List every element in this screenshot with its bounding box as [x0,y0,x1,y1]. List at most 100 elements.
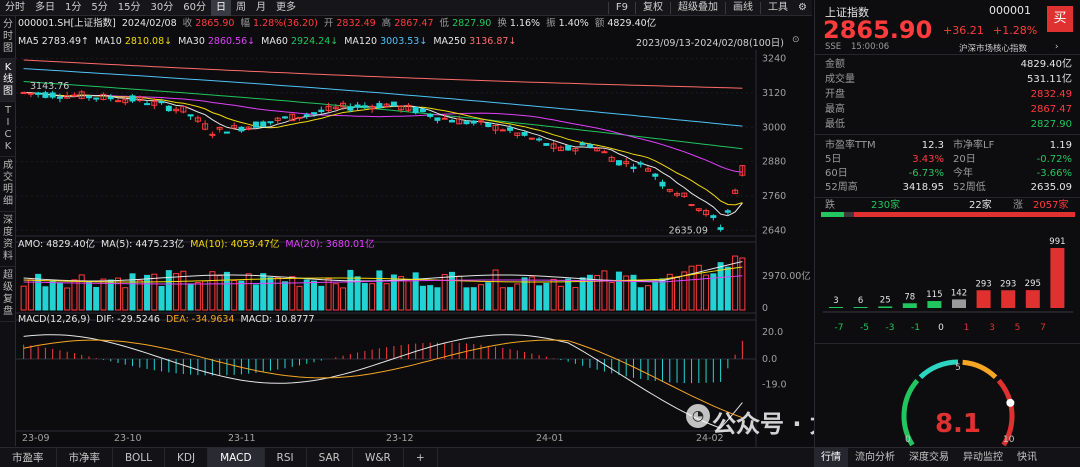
indicator-tab-3[interactable]: KDJ [165,447,209,467]
period-tab-8[interactable]: 周 [235,1,246,13]
volume-bar [289,276,296,311]
change-value: 1.28%(36.20) [253,18,318,29]
d60-label: 60日 [825,168,848,179]
toolbar-tool-4[interactable]: 工具 [768,1,789,13]
dea-line [23,339,743,419]
candle-body [216,127,223,130]
candle-body [85,95,92,99]
period-tab-10[interactable]: 更多 [275,1,296,13]
toolbar-tool-0[interactable]: F9 [615,1,629,13]
period-tab-7[interactable]: 日 [210,0,231,16]
left-tab-0[interactable]: 分时图 [0,16,16,59]
candle-body [107,96,114,100]
period-tab-6[interactable]: 60分 [183,1,206,13]
volume-bar [311,280,318,311]
panel-tab-2[interactable]: 深度交易 [909,451,949,463]
candle-body [165,105,172,112]
candle-body [485,122,492,128]
ma-line-1 [23,68,743,127]
period-tab-0[interactable]: 分时 [5,1,25,13]
panel-tab-1[interactable]: 流向分析 [855,451,895,463]
buy-button[interactable]: 买 [1047,6,1073,32]
toolbar-divider [607,1,609,14]
volume-bar [383,283,390,311]
volume-bar [93,286,100,311]
stat-value-0: 4829.40亿 [1020,59,1072,70]
left-tab-4[interactable]: 深度资料 [0,212,16,267]
toolbar-divider [670,1,672,14]
indicator-tab-7[interactable]: W&R [353,447,404,467]
toolbar-tool-1[interactable]: 复权 [643,1,664,13]
period-tab-5[interactable]: 30分 [150,1,174,13]
volume-bar [303,279,310,311]
left-tab-5[interactable]: 超级复盘 [0,267,16,322]
candle-body [543,143,550,146]
volume-bar [572,286,579,311]
candle-body [187,114,194,117]
ma-legend-ma120: MA120 3003.53↓ [344,36,428,47]
candle-body [361,105,368,108]
volume-bar [260,273,267,311]
volume-bar [615,271,622,311]
indicator-tab-5[interactable]: RSI [265,447,307,467]
candle-body [652,173,659,177]
indicator-tab-1[interactable]: 市净率 [57,447,113,467]
candle-body [550,143,557,149]
w52-low-value: 2635.09 [1030,182,1072,193]
indicator-tab-4[interactable]: MACD [208,447,265,467]
period-tab-4[interactable]: 15分 [117,1,141,13]
macd-dif-label: DIF: -29.5246 [96,314,160,325]
volume-bar [332,283,339,311]
quote-time: 15:00:06 [851,42,890,52]
indicator-tab-8[interactable]: + [404,447,438,467]
panel-tab-3[interactable]: 异动监控 [963,451,1003,463]
panel-tab-4[interactable]: 快讯 [1017,451,1037,463]
candle-body [666,188,673,192]
candle-body [42,92,49,98]
dif-line [23,334,743,429]
candle-body [710,215,717,218]
candle-body [623,161,630,165]
kline-chart-area[interactable]: 3240 3120 3000 2880 2760 2640 3143.76 2635.09 29… [16,50,812,447]
volume-bar [681,271,688,311]
left-tab-3[interactable]: 成交明细 [0,157,16,212]
candle-body [347,106,354,111]
related-index-link[interactable]: 沪深市场核心指数 [959,44,1028,54]
vol-ma10-label: MA(10): 4059.47亿 [190,239,280,250]
candle-body [644,168,651,172]
indicator-tab-0[interactable]: 市盈率 [0,447,57,467]
distribution-value: 3 [833,296,838,306]
gear-icon[interactable]: ⚙ [798,1,807,13]
settings-chevron-icon[interactable]: ⊙ [792,35,800,45]
candle-body [398,105,405,111]
panel-tab-0[interactable]: 行情 [814,447,848,467]
period-tab-2[interactable]: 1分 [65,1,82,13]
candle-body [557,146,564,152]
candle-body [514,132,521,136]
volume-bar [586,274,593,311]
indicator-tab-6[interactable]: SAR [307,447,353,467]
period-tab-1[interactable]: 多日 [35,1,55,13]
toolbar-tool-2[interactable]: 超级叠加 [678,1,719,13]
candle-body [20,91,27,94]
volume-bar [56,282,63,311]
stat-label-3: 最高 [825,104,845,115]
candle-body [615,160,622,166]
candle-body [703,210,710,216]
candle-body [260,121,267,127]
distribution-bar [1050,248,1065,308]
pe-label: 市盈率TTM [825,140,876,151]
chevron-right-icon[interactable]: › [1055,42,1059,52]
w52-high-label: 52周高 [825,182,858,193]
date-range[interactable]: 2023/09/13-2024/02/08(100日) [636,38,784,49]
ma-line-0 [23,59,743,89]
period-tab-3[interactable]: 5分 [91,1,108,13]
toolbar-tool-3[interactable]: 画线 [733,1,754,13]
indicator-tab-2[interactable]: BOLL [113,447,165,467]
volume-bar [601,270,608,311]
candle-body [419,108,426,113]
period-tab-9[interactable]: 月 [255,1,266,13]
